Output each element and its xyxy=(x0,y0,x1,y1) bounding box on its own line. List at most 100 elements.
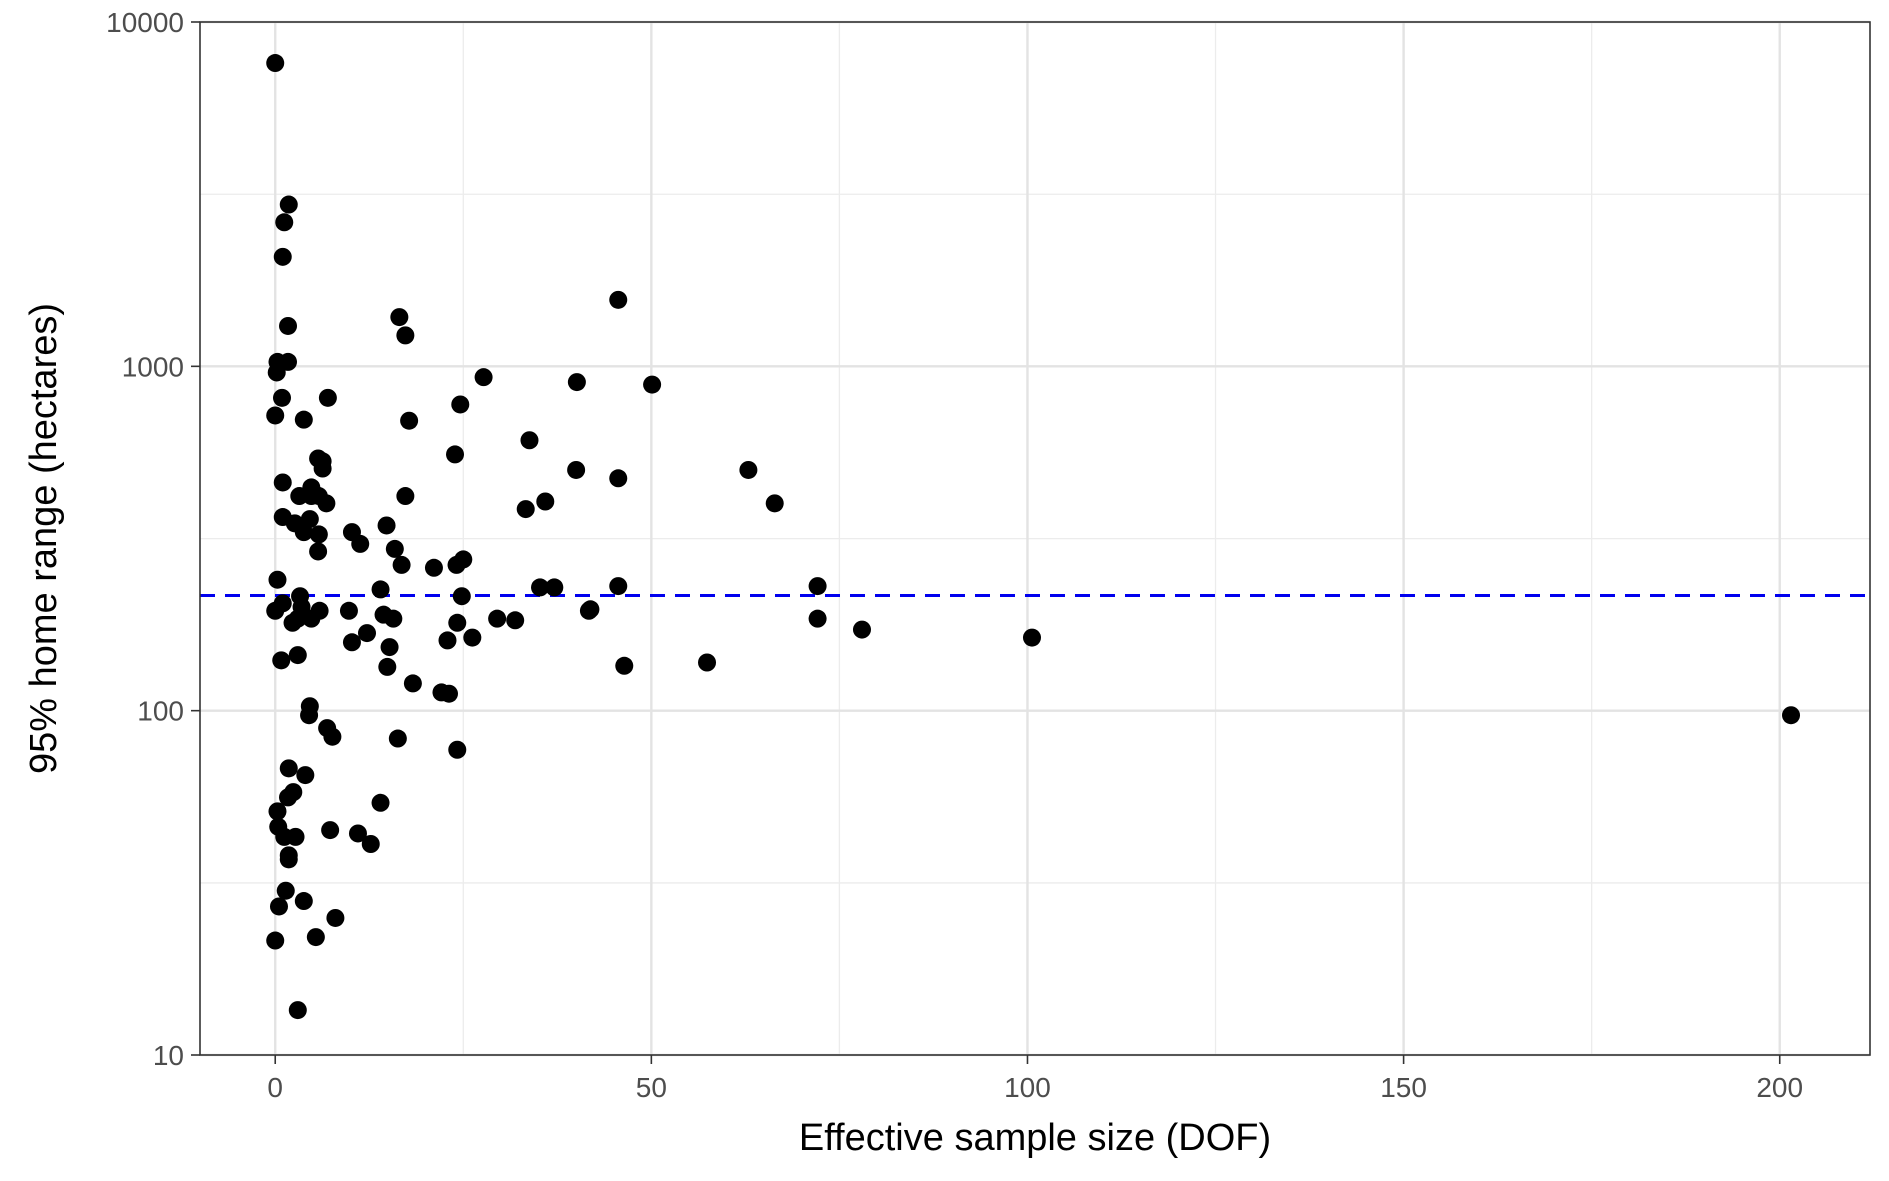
data-point xyxy=(698,653,717,672)
data-point xyxy=(536,492,555,511)
data-point xyxy=(377,516,396,535)
data-point xyxy=(302,609,321,628)
data-point xyxy=(288,609,307,628)
data-point xyxy=(403,674,422,693)
data-point xyxy=(286,827,305,846)
data-point xyxy=(279,316,298,335)
data-point xyxy=(451,395,470,414)
data-point xyxy=(272,388,291,407)
x-tick-label: 0 xyxy=(267,1072,283,1103)
data-point xyxy=(371,580,390,599)
data-point xyxy=(309,525,328,544)
data-point xyxy=(506,611,525,630)
data-point xyxy=(396,487,415,506)
data-point xyxy=(609,290,628,309)
data-point xyxy=(852,620,871,639)
data-point xyxy=(396,326,415,345)
data-point xyxy=(452,587,471,606)
data-point xyxy=(300,706,319,725)
data-point xyxy=(1782,706,1801,725)
data-point xyxy=(380,638,399,657)
data-point xyxy=(296,766,315,785)
data-point xyxy=(342,633,361,652)
y-tick-label: 10000 xyxy=(106,7,184,38)
data-point xyxy=(323,727,342,746)
data-point xyxy=(268,802,287,821)
data-point xyxy=(351,534,370,553)
data-point xyxy=(400,411,419,430)
data-point xyxy=(279,788,298,807)
y-axis-title: 95% home range (hectares) xyxy=(23,303,65,774)
data-point xyxy=(609,469,628,488)
data-point xyxy=(267,363,286,382)
data-point xyxy=(808,577,827,596)
data-point xyxy=(392,555,411,574)
data-point xyxy=(448,613,467,632)
data-point xyxy=(765,494,784,513)
y-tick-label: 10 xyxy=(153,1040,184,1071)
data-point xyxy=(581,600,600,619)
axes: 0 50 100 150 200 10 100 1000 10000 xyxy=(106,7,1803,1103)
data-point xyxy=(474,368,493,387)
data-point xyxy=(294,410,313,429)
data-point xyxy=(266,931,285,950)
data-point xyxy=(276,881,295,900)
y-tick-label: 1000 xyxy=(122,351,184,382)
data-point xyxy=(361,834,380,853)
data-point xyxy=(520,431,539,450)
data-point xyxy=(279,195,298,214)
x-tick-label: 150 xyxy=(1380,1072,1427,1103)
data-point xyxy=(446,445,465,464)
data-point xyxy=(288,1001,307,1020)
data-point xyxy=(808,609,827,628)
data-point xyxy=(643,375,662,394)
data-point xyxy=(378,657,397,676)
data-point xyxy=(385,539,404,558)
data-point xyxy=(273,594,292,613)
data-point xyxy=(454,550,473,569)
x-tick-label: 50 xyxy=(636,1072,667,1103)
data-point xyxy=(279,352,298,371)
y-tick-label: 100 xyxy=(137,696,184,727)
x-tick-label: 200 xyxy=(1756,1072,1803,1103)
data-point xyxy=(339,601,358,620)
data-point xyxy=(531,578,550,597)
data-point xyxy=(294,523,313,542)
data-point xyxy=(273,473,292,492)
data-point xyxy=(448,740,467,759)
data-point xyxy=(279,759,298,778)
data-point xyxy=(384,609,403,628)
data-point xyxy=(306,928,325,947)
data-point xyxy=(439,684,458,703)
data-point xyxy=(371,793,390,812)
data-point xyxy=(438,631,457,650)
data-point xyxy=(388,729,407,748)
x-tick-label: 100 xyxy=(1004,1072,1051,1103)
data-point xyxy=(567,460,586,479)
data-point xyxy=(288,646,307,665)
data-point xyxy=(488,609,507,628)
data-point xyxy=(317,494,336,513)
data-point xyxy=(313,459,332,478)
data-point xyxy=(269,897,288,916)
data-point xyxy=(739,460,758,479)
data-point xyxy=(266,406,285,425)
data-point xyxy=(545,578,564,597)
data-point xyxy=(266,54,285,73)
x-axis-title: Effective sample size (DOF) xyxy=(799,1117,1271,1159)
data-points xyxy=(266,54,1801,1020)
data-point xyxy=(424,558,443,577)
data-point xyxy=(463,628,482,647)
data-point xyxy=(358,624,376,643)
data-point xyxy=(321,821,340,840)
data-point xyxy=(615,656,634,675)
data-point xyxy=(326,908,345,927)
data-point xyxy=(309,542,328,561)
data-point xyxy=(275,213,294,232)
data-point xyxy=(348,824,367,843)
data-point xyxy=(279,850,298,869)
data-point xyxy=(268,570,287,589)
